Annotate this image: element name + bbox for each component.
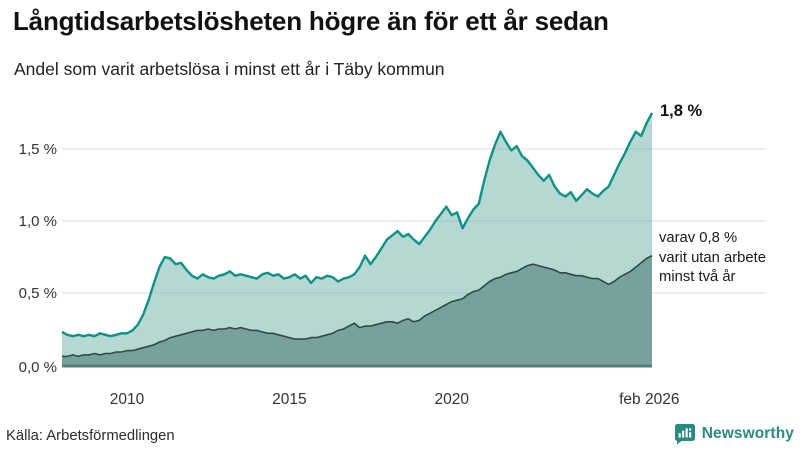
annotation-line-2: varit utan arbete xyxy=(659,249,766,266)
x-axis-tick-label: 2015 xyxy=(272,391,307,408)
series-1yr-area xyxy=(62,113,652,365)
annotation-line-1: varav 0,8 % xyxy=(659,230,738,246)
newsworthy-logo[interactable]: Newsworthy xyxy=(674,423,794,445)
x-axis-tick-label: feb 2026 xyxy=(619,391,680,408)
chart-subtitle: Andel som varit arbetslösa i minst ett å… xyxy=(14,59,445,79)
annotation-line-3: minst två år xyxy=(659,269,736,285)
series-2yr-annotation: varav 0,8 % varit utan arbete minst två … xyxy=(659,229,795,288)
x-axis-tick-label: 2020 xyxy=(434,391,469,408)
series-2yr-area xyxy=(62,255,652,365)
newsworthy-wordmark: Newsworthy xyxy=(701,425,794,442)
y-axis-tick-label: 1,5 % xyxy=(18,141,57,158)
source-credit: Källa: Arbetsförmedlingen xyxy=(6,428,175,444)
y-axis-tick-label: 0,0 % xyxy=(18,359,57,376)
series-2yr-line xyxy=(62,254,653,358)
x-axis-tick-label: 2010 xyxy=(109,391,145,408)
y-axis-tick-label: 1,0 % xyxy=(18,213,57,230)
series-1yr-end-label: 1,8 % xyxy=(660,102,703,120)
page-title: Långtidsarbetslösheten högre än för ett … xyxy=(13,6,609,36)
y-axis-tick-label: 0,5 % xyxy=(18,285,57,302)
newsworthy-icon xyxy=(674,424,695,445)
series-1yr-line xyxy=(61,112,654,338)
